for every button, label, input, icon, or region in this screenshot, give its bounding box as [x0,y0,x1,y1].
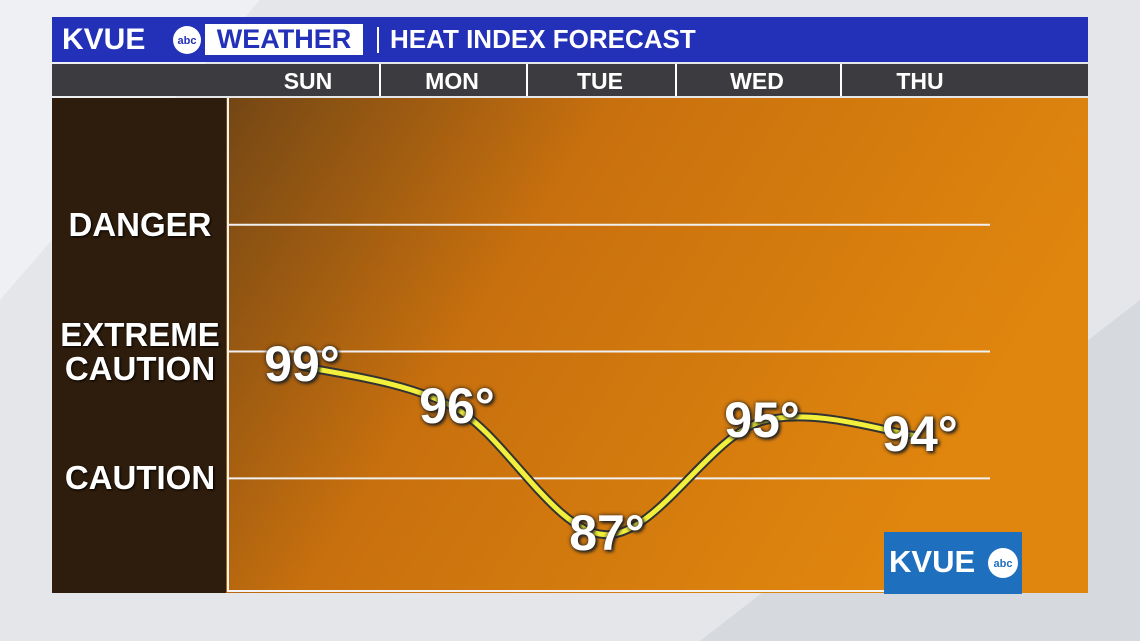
y-tick-label: DANGER [68,205,212,243]
y-tick-label: CAUTION [64,459,216,497]
x-tick-label: TUE [577,68,623,94]
network: abc [994,558,1013,570]
x-tick-label: THU [896,68,944,94]
network-logo [988,548,1018,578]
network-logo [173,26,201,54]
section: WEATHER [217,24,352,54]
x-tick-label: SUN [283,68,333,94]
axis [227,98,990,592]
x-tick-label: WED [730,68,784,94]
value-label: 95° [724,391,800,448]
x-tick-label: MON [425,68,479,94]
section-box [205,24,363,55]
chart-title: HEAT INDEX FORECAST [390,24,696,54]
y-tick-label: EXTREME CAUTION [60,315,220,387]
label-panel [52,98,226,593]
value-label: 99° [264,335,340,392]
value-label: 96° [419,377,495,434]
brand: KVUE [62,23,145,56]
value-label: 87° [569,504,645,561]
value-label: 94° [882,406,958,463]
line [299,363,919,538]
network: abc [178,35,197,47]
brand: KVUE [889,544,975,579]
day-bar [52,64,1088,96]
